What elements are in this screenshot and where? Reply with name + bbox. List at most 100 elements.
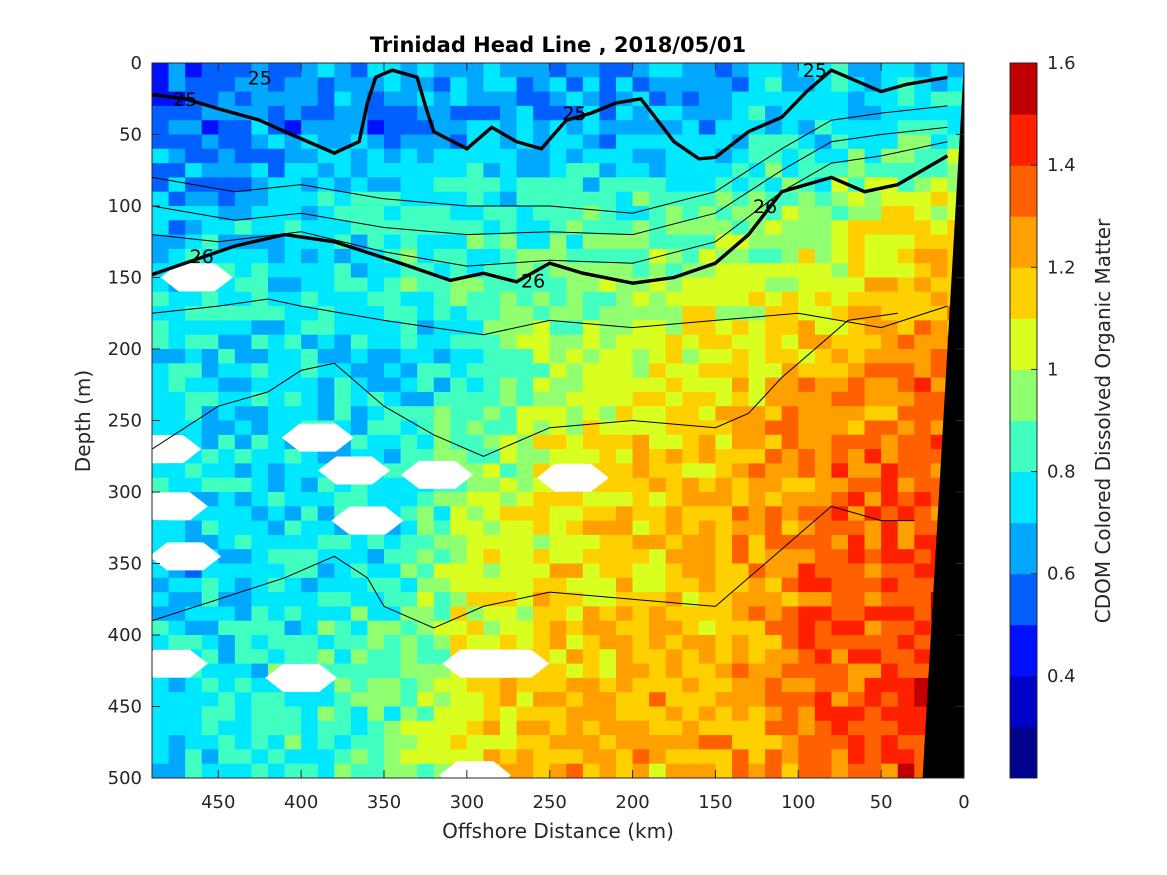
field-cell [814,749,833,765]
field-cell [765,148,783,164]
field-cell [218,191,236,207]
field-cell [201,349,219,364]
field-cell [930,320,949,336]
field-cell [334,120,352,136]
field-cell [433,291,451,307]
field-cell [234,577,253,593]
colorbar-tick-label: 0.4 [1047,666,1076,687]
field-cell [384,163,402,178]
field-cell [831,577,849,593]
field-cell [914,248,932,264]
field-cell [599,163,617,178]
field-cell [483,449,501,464]
field-cell [516,206,534,221]
field-cell [848,349,866,364]
field-cell [417,720,435,736]
field-cell [765,320,783,336]
field-cell [748,391,766,407]
field-cell [417,563,435,579]
field-cell [251,306,269,321]
field-cell [334,563,352,579]
field-cell [251,434,269,450]
field-cell [268,692,286,708]
field-cell [268,534,286,550]
field-cell [268,406,286,422]
field-cell [566,234,584,250]
field-cell [848,148,866,164]
field-cell [301,391,319,407]
field-cell [698,534,717,550]
field-cell [516,148,534,164]
field-cell [748,263,766,279]
field-cell [715,649,733,665]
field-cell [632,63,650,78]
field-cell [218,220,236,236]
field-cell [400,649,418,665]
field-cell [433,406,451,422]
field-cell [814,134,833,150]
field-cell [914,377,932,393]
field-cell [831,148,849,164]
field-cell [748,635,766,650]
field-cell [483,77,501,93]
field-cell [765,91,783,107]
field-cell [665,363,683,379]
field-cell [284,334,302,350]
field-cell [566,492,584,507]
field-cell [433,320,451,336]
field-cell [334,677,352,693]
field-cell [814,549,833,565]
field-cell [682,148,700,164]
field-cell [616,363,634,379]
field-cell [201,649,219,665]
field-cell [582,577,601,593]
field-cell [334,549,352,565]
field-cell [881,120,899,136]
missing-data-patch [281,423,354,452]
field-cell [152,406,170,422]
field-cell [251,105,269,121]
field-cell [533,706,551,722]
field-cell [450,120,468,136]
field-cell [417,534,435,550]
field-cell [417,334,435,350]
field-cell [185,134,203,150]
field-cell [500,420,518,436]
field-cell [698,449,717,464]
field-cell [185,349,203,364]
field-cell [649,677,667,693]
field-cell [765,334,783,350]
field-cell [914,506,932,522]
field-cell [599,649,617,665]
field-cell [798,306,816,321]
field-cell [864,463,882,479]
field-cell [251,506,269,522]
field-cell [897,291,915,307]
field-cell [781,349,799,364]
field-cell [234,563,253,579]
field-cell [765,763,783,778]
field-cell [301,320,319,336]
field-cell [516,763,534,778]
field-cell [301,77,319,93]
field-cell [152,377,170,393]
field-cell [897,306,915,321]
field-cell [334,191,352,207]
field-cell [765,434,783,450]
field-cell [864,306,882,321]
field-cell [301,492,319,507]
field-cell [715,434,733,450]
field-cell [665,763,683,778]
density-contour-line [152,505,915,629]
field-cell [831,763,849,778]
field-cell [798,735,816,750]
field-cell [168,148,186,164]
field-cell [682,763,700,778]
field-cell [632,148,650,164]
density-contour-line [152,298,948,336]
field-cell [632,520,650,536]
field-cell [201,234,219,250]
colorbar: 0.40.60.811.21.41.6 [1009,53,1076,779]
field-cell [732,148,750,164]
field-cell [765,63,783,78]
